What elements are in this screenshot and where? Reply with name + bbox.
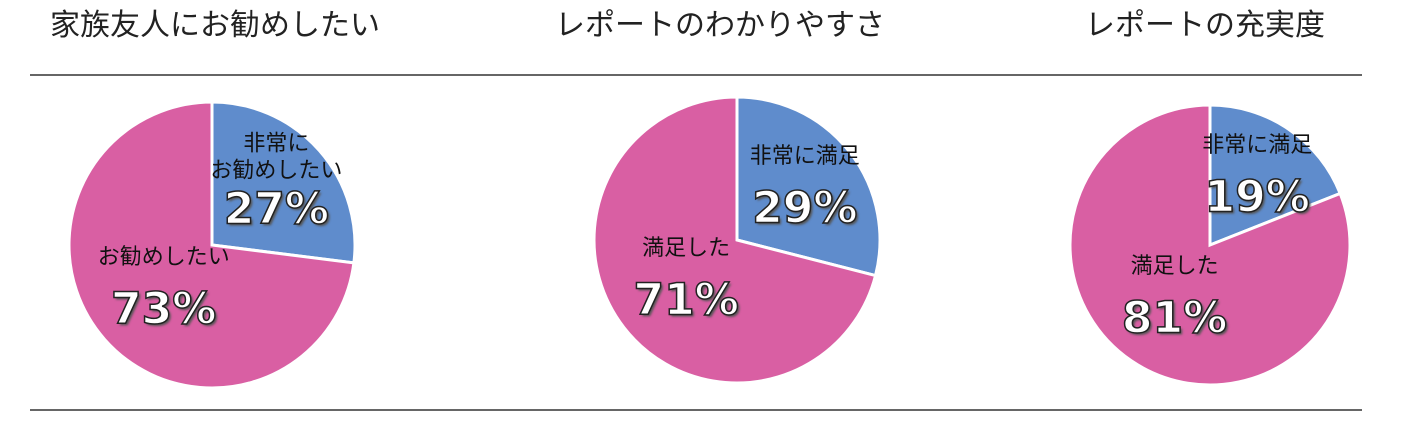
chart-title: レポートの充実度	[1085, 8, 1325, 43]
slice-label: 非常に お勧めしたい	[210, 131, 343, 184]
pie-slice	[1208, 103, 1343, 248]
value-label: 71%	[633, 274, 740, 327]
slice-label: 非常に満足	[1202, 132, 1313, 158]
slice-label: お勧めしたい	[97, 244, 230, 270]
slice-label: 非常に満足	[749, 144, 860, 170]
pie-slice	[735, 95, 882, 278]
value-label: 73%	[110, 282, 217, 335]
chart-title: 家族友人にお勧めしたい	[50, 8, 380, 43]
slice-label: 満足した	[1130, 253, 1219, 279]
value-label: 27%	[223, 183, 330, 235]
chart-title: レポートのわかりやすさ	[555, 8, 885, 43]
value-label: 19%	[1204, 170, 1311, 223]
pie-slice	[592, 95, 878, 385]
value-label: 29%	[751, 182, 858, 235]
pie-slice	[67, 100, 356, 390]
slice-label: 満足した	[642, 236, 731, 262]
pie-slice	[210, 100, 357, 265]
value-label: 81%	[1121, 292, 1228, 344]
pie-slice	[1068, 103, 1352, 387]
